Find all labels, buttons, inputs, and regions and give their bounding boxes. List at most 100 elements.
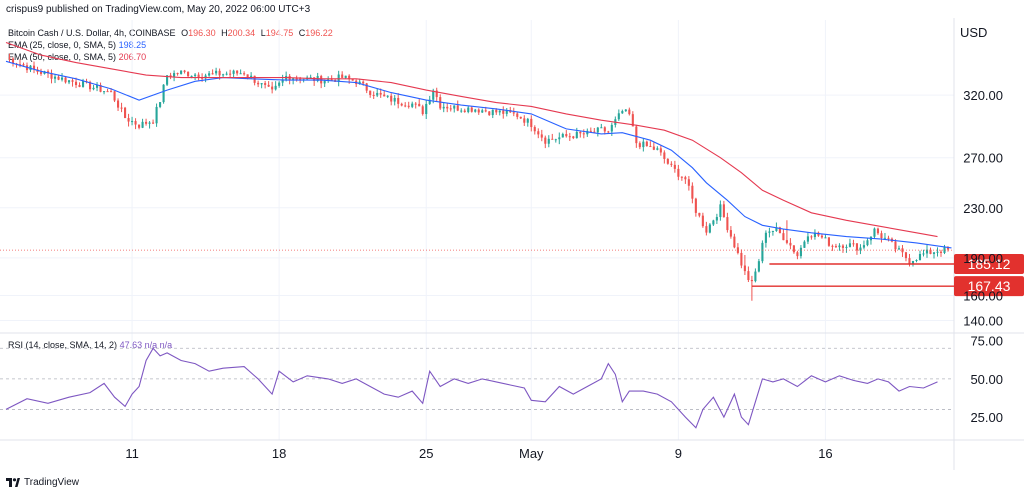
candle-body — [547, 138, 550, 144]
candle-body — [831, 245, 834, 247]
candle-body — [719, 204, 722, 218]
candle-body — [102, 91, 106, 93]
candle-body — [820, 235, 823, 238]
time-axis-tick: 11 — [125, 446, 139, 461]
candle-body — [932, 252, 936, 254]
candle-body — [505, 110, 508, 114]
candle-body — [148, 122, 151, 124]
candle-body — [299, 78, 302, 81]
candle-body — [400, 103, 403, 106]
candle-body — [698, 212, 701, 216]
price-marker-label-1: 167.43 — [968, 278, 1011, 294]
candle-body — [757, 261, 760, 272]
candle-body — [152, 122, 155, 124]
candle-body — [785, 240, 788, 243]
symbol-title: Bitcoin Cash / U.S. Dollar, 4h, COINBASE — [8, 28, 176, 38]
candle-body — [95, 85, 99, 88]
candle-body — [638, 143, 641, 148]
candle-body — [498, 110, 501, 113]
candle-body — [351, 78, 354, 81]
price-marker-label-0: 185.12 — [968, 256, 1011, 272]
time-axis-tick: 25 — [419, 446, 433, 461]
candle-body — [53, 76, 57, 79]
candle-body — [369, 90, 372, 95]
candle-body — [575, 131, 578, 139]
candle-body — [764, 232, 767, 243]
candle-body — [183, 70, 186, 72]
rsi-axis-tick: 50.00 — [970, 372, 1003, 387]
candle-body — [348, 75, 351, 79]
candle-body — [383, 94, 386, 97]
candle-body — [260, 83, 263, 85]
price-axis-tick: 190.00 — [963, 251, 1003, 266]
candle-body — [215, 70, 218, 74]
time-axis-tick: 18 — [272, 446, 286, 461]
candle-body — [876, 228, 880, 234]
candle-body — [159, 102, 162, 107]
ema50-line — [5, 41, 938, 238]
candle-body — [670, 163, 673, 165]
low-label: L — [260, 28, 266, 38]
candle-body — [166, 75, 169, 85]
candle-body — [155, 106, 158, 124]
candle-body — [610, 124, 613, 132]
currency-label: USD — [960, 25, 988, 40]
candle-body — [197, 74, 200, 78]
ema25-label: EMA (25, close, 0, SMA, 5) — [8, 40, 117, 50]
candle-body — [8, 57, 11, 59]
candle-body — [936, 251, 939, 253]
candle-body — [645, 141, 648, 147]
candle-body — [204, 75, 207, 79]
candle-body — [257, 82, 260, 85]
candle-body — [92, 87, 95, 90]
candle-body — [561, 134, 564, 138]
candle-body — [344, 75, 347, 78]
candle-body — [656, 148, 659, 150]
candle-body — [901, 248, 904, 253]
candle-body — [908, 258, 911, 264]
candle-body — [848, 243, 852, 247]
candle-body — [162, 84, 165, 103]
candle-body — [358, 81, 361, 85]
candle-body — [810, 236, 813, 238]
candle-body — [652, 146, 655, 150]
candle-body — [309, 77, 312, 79]
candle-body — [733, 236, 736, 248]
price-axis-tick: 140.00 — [963, 313, 1003, 328]
candle-body — [824, 237, 827, 239]
rsi-value: 47.63 — [119, 340, 143, 350]
candle-body — [243, 73, 246, 75]
candle-body — [180, 70, 183, 74]
candle-body — [740, 252, 743, 266]
candle-body — [74, 81, 78, 86]
candle-body — [817, 232, 820, 236]
candle-body — [705, 226, 708, 233]
price-marker-box-1 — [954, 276, 1024, 297]
candle-body — [929, 249, 932, 254]
candle-body — [866, 240, 869, 246]
candle-body — [516, 113, 519, 117]
candle-body — [138, 124, 141, 128]
candle-body — [477, 109, 480, 113]
candle-body — [579, 131, 582, 134]
candle-body — [187, 71, 190, 77]
candle-body — [859, 247, 862, 251]
candle-body — [582, 133, 585, 135]
candle-body — [32, 65, 36, 70]
candle-body — [120, 107, 123, 109]
ema25-line — [5, 60, 952, 249]
candle-body — [393, 97, 396, 102]
candle-body — [271, 86, 274, 90]
price-marker-box-0 — [954, 253, 1024, 274]
price-axis-tick: 270.00 — [963, 151, 1003, 166]
candle-body — [726, 217, 729, 231]
candle-body — [680, 176, 683, 178]
candle-body — [39, 71, 43, 74]
candle-body — [218, 70, 221, 76]
candle-body — [834, 246, 837, 248]
candle-body — [635, 126, 638, 144]
candle-body — [666, 158, 669, 164]
candle-body — [894, 241, 897, 250]
candle-body — [841, 245, 844, 248]
